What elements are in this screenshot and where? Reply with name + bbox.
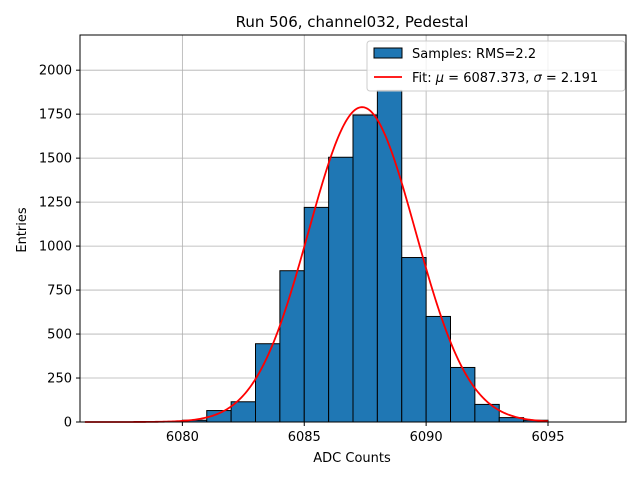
y-tick-label: 500 (47, 328, 72, 343)
legend: Samples: RMS=2.2 Fit: μ = 6087.373, σ = … (366, 40, 626, 92)
legend-histogram-swatch (373, 47, 403, 59)
legend-box (366, 40, 626, 92)
x-tick-label: 6080 (166, 430, 199, 445)
histogram-bar (450, 366, 476, 423)
legend-histogram-label: Samples: RMS=2.2 (412, 47, 536, 62)
axes-frame (79, 34, 627, 423)
histogram-bar (352, 114, 378, 423)
histogram-bar (230, 401, 256, 423)
legend-fit-label: Fit: μ = 6087.373, σ = 2.191 (412, 71, 598, 86)
y-tick-label: 750 (47, 284, 72, 299)
x-tick-label: 6090 (410, 430, 443, 445)
axis-ticks: 6080 6085 6090 6095 0 250 500 750 1000 1250 1500 17… (39, 64, 565, 445)
legend-fit-sigma-symbol: σ (534, 71, 543, 86)
y-axis-label: Entries (15, 207, 30, 253)
histogram-bar (376, 89, 403, 423)
histogram-bar (303, 206, 330, 423)
x-tick-label: 6085 (288, 430, 321, 445)
histogram-bars (181, 89, 549, 423)
histogram-bar (474, 403, 500, 423)
x-tick-label: 6095 (531, 430, 564, 445)
legend-fit-prefix: Fit: (412, 71, 436, 86)
histogram-bar (328, 156, 354, 423)
legend-fit-sigma-value: = 2.191 (542, 71, 598, 86)
y-tick-label: 250 (47, 372, 72, 387)
chart-title: Run 506, channel032, Pedestal (236, 13, 469, 31)
y-tick-label: 1250 (39, 196, 72, 211)
legend-fit-mu-value: = 6087.373, (444, 71, 533, 86)
histogram-bar (401, 257, 427, 423)
y-tick-label: 0 (64, 416, 72, 431)
histogram-bar (279, 270, 305, 423)
y-tick-label: 1000 (39, 240, 72, 255)
legend-fit-mu-symbol: μ (435, 71, 444, 86)
y-tick-label: 2000 (39, 64, 72, 79)
y-tick-label: 1750 (39, 108, 72, 123)
y-tick-label: 1500 (39, 152, 72, 167)
x-axis-label: ADC Counts (313, 451, 391, 466)
